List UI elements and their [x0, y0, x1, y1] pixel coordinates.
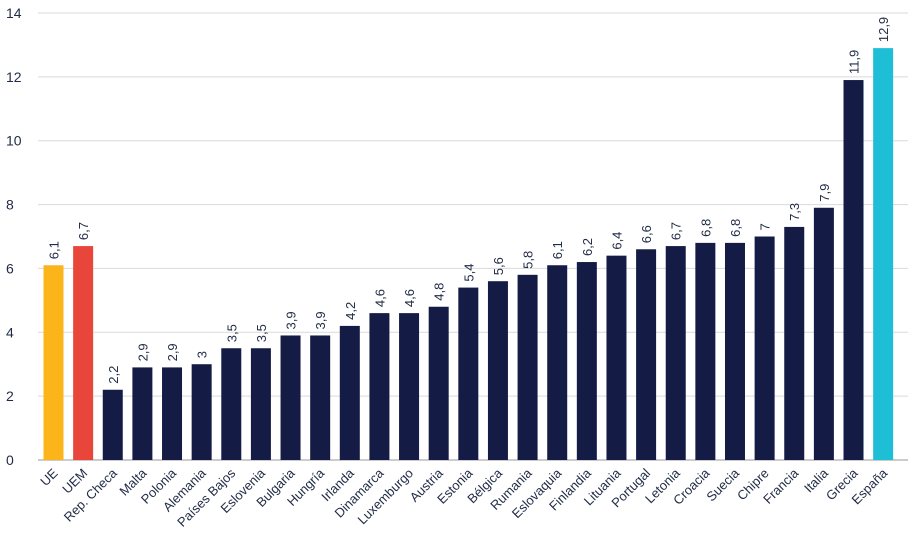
y-tick-label: 0	[6, 452, 14, 468]
data-label: 5,6	[491, 257, 506, 275]
data-label: 12,9	[876, 17, 891, 42]
data-label: 3	[195, 351, 210, 358]
bars	[43, 48, 894, 461]
bar-21	[665, 246, 686, 460]
data-label: 11,9	[847, 50, 862, 74]
bar-12	[399, 313, 420, 460]
bar-20	[636, 249, 657, 460]
bar-9	[310, 335, 331, 460]
bar-0	[43, 265, 64, 460]
data-label: 3,5	[224, 324, 239, 342]
bar-28	[873, 48, 894, 460]
bar-15	[487, 281, 508, 460]
data-label: 4,6	[402, 289, 417, 307]
bar-5	[191, 364, 212, 460]
data-label: 4,2	[343, 302, 358, 320]
y-tick-label: 12	[6, 69, 22, 85]
data-label: 6,1	[47, 241, 62, 259]
y-tick-label: 2	[6, 388, 14, 404]
bar-2	[102, 389, 123, 460]
data-label: 6,6	[639, 225, 654, 243]
data-label: 6,7	[76, 222, 91, 240]
bar-25	[784, 226, 805, 460]
data-label: 7	[758, 223, 773, 230]
data-label: 6,8	[728, 219, 743, 237]
bar-7	[250, 348, 271, 460]
bar-8	[280, 335, 301, 460]
data-label: 3,9	[284, 311, 299, 329]
y-tick-label: 10	[6, 133, 22, 149]
data-label: 6,2	[580, 238, 595, 256]
y-tick-label: 8	[6, 197, 14, 213]
bar-6	[221, 348, 242, 460]
y-tick-label: 4	[6, 324, 14, 340]
data-label: 5,8	[521, 251, 536, 269]
bar-16	[517, 274, 538, 460]
bar-26	[813, 207, 834, 460]
bar-11	[369, 313, 390, 460]
bar-10	[339, 325, 360, 460]
data-label: 6,8	[698, 219, 713, 237]
data-label: 3,9	[313, 311, 328, 329]
data-label: 4,6	[372, 289, 387, 307]
data-label: 7,3	[787, 203, 802, 221]
bar-3	[132, 367, 153, 460]
data-label: 4,8	[432, 283, 447, 301]
bar-13	[428, 306, 449, 460]
data-label: 5,4	[461, 264, 476, 282]
bar-17	[547, 265, 568, 460]
y-tick-label: 6	[6, 260, 14, 276]
y-tick-label: 14	[6, 5, 22, 21]
data-label: 3,5	[254, 324, 269, 342]
data-label: 2,9	[165, 343, 180, 361]
x-tick-label: Suecia	[703, 465, 742, 504]
data-labels: 6,1 6,7 2,2 2,9 2,9 3 3,5 3,5 3,9 3,9 4,2 4,6 4,6 4,8…	[47, 17, 892, 384]
data-label: 6,7	[669, 222, 684, 240]
data-label: 2,9	[135, 343, 150, 361]
bar-4	[162, 367, 183, 460]
data-label: 6,4	[609, 232, 624, 250]
data-label: 6,1	[550, 241, 565, 259]
x-tick-label: UE	[37, 465, 61, 489]
data-label: 2,2	[106, 366, 121, 384]
bar-22	[695, 242, 716, 460]
bar-24	[754, 236, 775, 460]
bar-23	[724, 242, 745, 460]
bar-19	[606, 255, 627, 460]
bar-27	[843, 80, 864, 461]
bar-14	[458, 287, 479, 460]
bar-1	[73, 246, 94, 460]
gridlines	[38, 12, 908, 397]
bar-18	[576, 262, 597, 460]
data-label: 7,9	[817, 184, 832, 202]
